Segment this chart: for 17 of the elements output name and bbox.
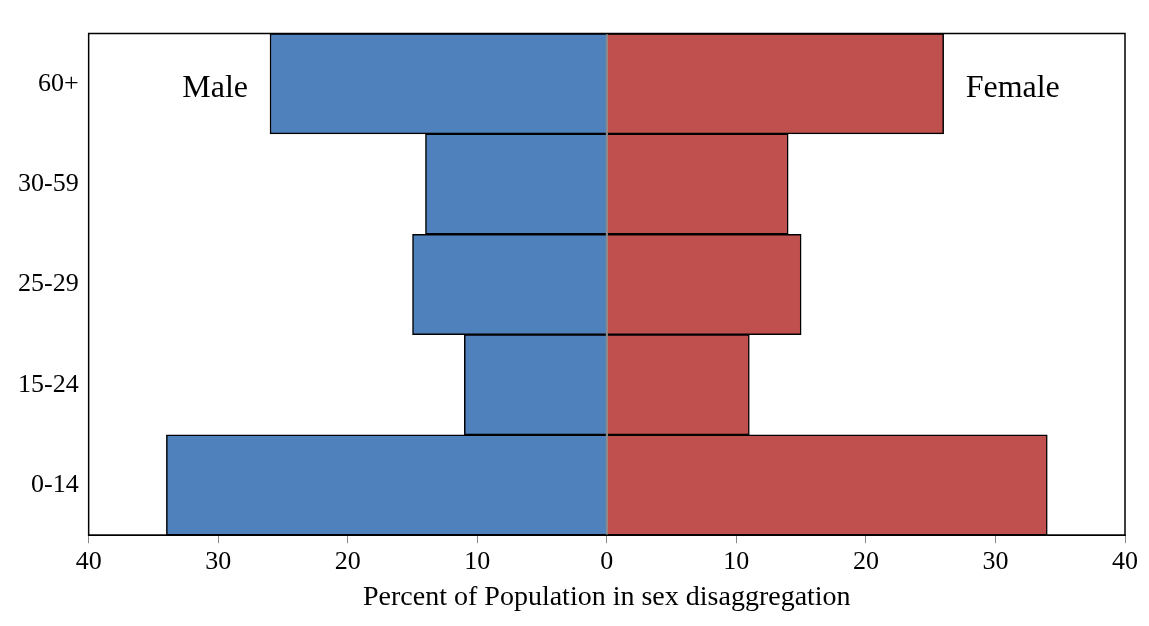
x-axis-title: Percent of Population in sex disaggregation	[363, 579, 851, 611]
x-tick-label: 10	[723, 545, 750, 575]
x-tick-label: 40	[1112, 545, 1138, 575]
y-tick-label: 0-14	[30, 468, 79, 498]
y-tick-label: 25-29	[17, 268, 79, 298]
series-label: Male	[182, 68, 249, 105]
y-tick-label: 15-24	[17, 368, 79, 398]
x-tick-label: 0	[600, 545, 614, 575]
x-tick-label: 30	[982, 545, 1009, 575]
series-label: Female	[965, 68, 1060, 105]
y-tick-label: 60+	[37, 67, 79, 97]
y-tick-label: 30-59	[17, 167, 79, 197]
x-tick-label: 10	[464, 545, 491, 575]
x-tick-label: 20	[334, 545, 361, 575]
x-tick-label: 20	[852, 545, 879, 575]
x-tick-label: 30	[205, 545, 232, 575]
x-tick-label: 40	[75, 545, 102, 575]
